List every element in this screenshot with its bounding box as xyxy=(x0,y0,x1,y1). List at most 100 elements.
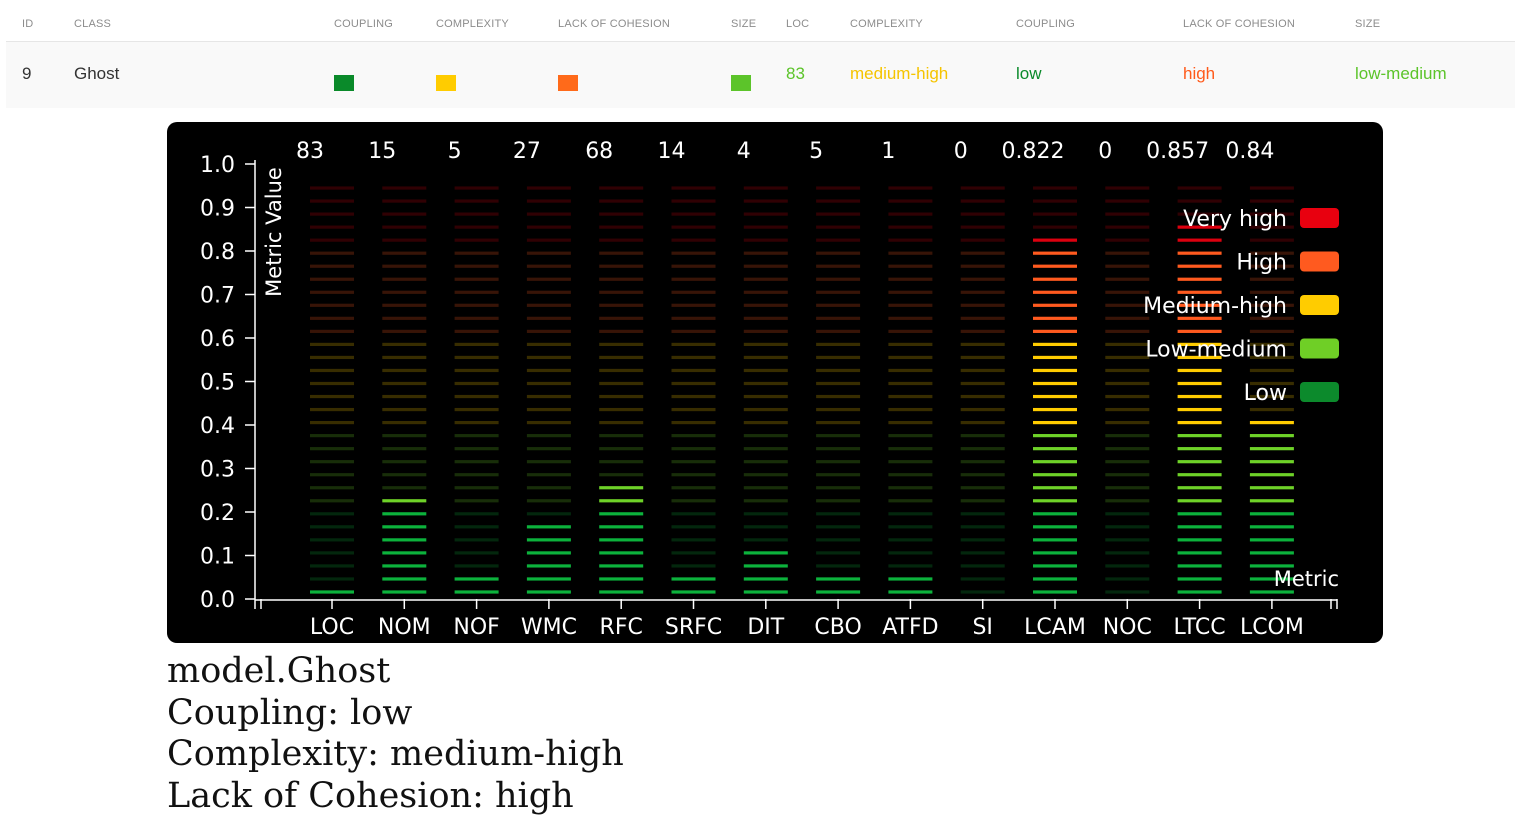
bar-segment-si xyxy=(960,564,1005,568)
bar-segment-nof xyxy=(454,407,499,412)
bar-segment-wmc xyxy=(526,407,571,412)
bar-value-nom: 15 xyxy=(368,139,396,164)
bar-segment-dit xyxy=(743,277,788,281)
header-complexity[interactable]: COMPLEXITY xyxy=(850,18,923,30)
bar-segment-dit xyxy=(743,290,788,294)
bar-segment-dit xyxy=(743,303,788,307)
bar-segment-lcom xyxy=(1249,551,1294,555)
legend-swatch xyxy=(1300,208,1339,228)
header-coupling[interactable]: COUPLING xyxy=(1016,18,1076,30)
bar-segment-ltcc xyxy=(1177,329,1222,333)
header-complexity-swatch[interactable]: COMPLEXITY xyxy=(436,18,509,30)
bar-segment-dit xyxy=(743,199,788,203)
bar-segment-si xyxy=(960,199,1005,203)
bar-segment-nof xyxy=(454,512,499,516)
x-tick-label-cbo: CBO xyxy=(814,615,861,640)
bar-segment-si xyxy=(960,251,1005,255)
bar-segment-atfd xyxy=(888,434,933,438)
bar-segment-ltcc xyxy=(1177,499,1222,503)
bar-segment-ltcc xyxy=(1177,212,1222,216)
bar-segment-lcam xyxy=(1033,447,1077,451)
bar-segment-rfc xyxy=(599,577,644,581)
bar-segment-cbo xyxy=(816,186,861,190)
x-tick-label-loc: LOC xyxy=(310,615,354,640)
bar-segment-wmc xyxy=(526,381,571,386)
bar-segment-lcom xyxy=(1249,538,1294,542)
bar-segment-srfc xyxy=(671,342,716,347)
y-tick-label: 0.7 xyxy=(200,284,235,309)
bar-segment-ltcc xyxy=(1177,342,1222,347)
header-size[interactable]: SIZE xyxy=(1355,18,1381,30)
bar-value-nof: 5 xyxy=(448,139,462,164)
bar-segment-srfc xyxy=(671,238,716,242)
bar-segment-noc xyxy=(1105,199,1150,203)
metrics-chart: 0.0 0.1 0.2 0.3 0.4 0.5 0.6 0.7 0.8 0.9 1.0 Metric … xyxy=(167,122,1383,643)
header-cohesion[interactable]: LACK OF COHESION xyxy=(1183,18,1295,30)
bar-segment-loc xyxy=(310,577,354,581)
bar-value-si: 0 xyxy=(954,139,968,164)
bar-segment-srfc xyxy=(671,186,716,190)
bar-segment-loc xyxy=(310,264,354,268)
cell-size: low-medium xyxy=(1355,64,1447,83)
bar-segment-atfd xyxy=(888,420,933,425)
y-tick-label: 0.8 xyxy=(200,240,235,265)
header-loc[interactable]: LOC xyxy=(786,18,810,30)
bar-segment-wmc xyxy=(526,277,571,281)
bar-segment-cbo xyxy=(816,342,861,347)
bar-segment-dit xyxy=(743,434,788,438)
header-class[interactable]: CLASS xyxy=(74,18,112,30)
bar-segment-dit xyxy=(743,212,788,216)
bar-segment-noc xyxy=(1105,212,1150,216)
bar-segment-ltcc xyxy=(1177,525,1222,529)
y-tick-label: 0.5 xyxy=(200,371,235,396)
bar-segment-si xyxy=(960,212,1005,216)
bar-segment-lcam xyxy=(1033,473,1077,477)
bar-segment-cbo xyxy=(816,264,861,268)
legend-label: Low xyxy=(1244,381,1287,406)
bar-segment-lcom xyxy=(1249,447,1294,451)
metrics-chart-svg: 0.0 0.1 0.2 0.3 0.4 0.5 0.6 0.7 0.8 0.9 1.0 Metric … xyxy=(200,139,1339,640)
bar-segment-dit xyxy=(743,329,788,333)
x-tick-label-nom: NOM xyxy=(378,615,431,640)
header-id[interactable]: ID xyxy=(22,18,34,30)
header-cohesion-swatch[interactable]: LACK OF COHESION xyxy=(558,18,670,30)
bar-segment-ltcc xyxy=(1177,290,1222,294)
bar-segment-ltcc xyxy=(1177,460,1222,464)
bar-segment-noc xyxy=(1105,238,1150,242)
bar-segment-nom xyxy=(382,316,427,320)
table-row[interactable]: 9 Ghost 83 medium-high low high low-medi… xyxy=(6,42,1515,108)
bar-segment-nof xyxy=(454,277,499,281)
bar-segment-nom xyxy=(382,212,427,216)
header-size-swatch[interactable]: SIZE xyxy=(731,18,757,30)
legend-swatch xyxy=(1300,382,1339,402)
header-coupling-swatch[interactable]: COUPLING xyxy=(334,18,394,30)
bar-segment-ltcc xyxy=(1177,199,1222,203)
bar-segment-cbo xyxy=(816,525,861,529)
bar-segment-loc xyxy=(310,590,354,594)
bar-segment-ltcc xyxy=(1177,564,1222,568)
bar-segment-atfd xyxy=(888,238,933,242)
bar-segment-noc xyxy=(1105,420,1150,425)
bar-segment-ltcc xyxy=(1177,303,1222,307)
bar-segment-lcom xyxy=(1249,199,1294,203)
bar-segment-ltcc xyxy=(1177,407,1222,412)
bar-segment-atfd xyxy=(888,538,933,542)
bar-segment-nom xyxy=(382,486,427,490)
bar-segment-wmc xyxy=(526,420,571,425)
bar-segment-noc xyxy=(1105,381,1150,386)
bar-segment-nof xyxy=(454,329,499,333)
bar-segment-srfc xyxy=(671,473,716,477)
bar-segment-nof xyxy=(454,355,499,360)
bar-segment-si xyxy=(960,590,1005,594)
bar-segment-nom xyxy=(382,238,427,242)
bar-segment-ltcc xyxy=(1177,394,1222,399)
bar-segment-wmc xyxy=(526,329,571,333)
bar-segment-lcam xyxy=(1033,590,1077,594)
bar-segment-nom xyxy=(382,225,427,229)
bar-segment-srfc xyxy=(671,303,716,307)
bar-segment-loc xyxy=(310,290,354,294)
bar-segment-ltcc xyxy=(1177,420,1222,425)
y-tick-label: 0.3 xyxy=(200,458,235,483)
bar-segment-nof xyxy=(454,225,499,229)
bar-segment-loc xyxy=(310,473,354,477)
